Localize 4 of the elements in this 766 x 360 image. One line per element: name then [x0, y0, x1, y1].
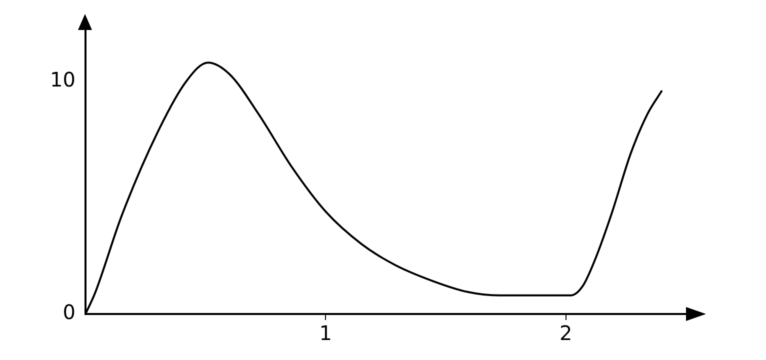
x-tick-label: 2: [560, 321, 572, 346]
y-tick-label: 10: [50, 67, 76, 92]
x-tick-label: 1: [319, 321, 332, 346]
y-tick-label: 0: [62, 300, 76, 324]
